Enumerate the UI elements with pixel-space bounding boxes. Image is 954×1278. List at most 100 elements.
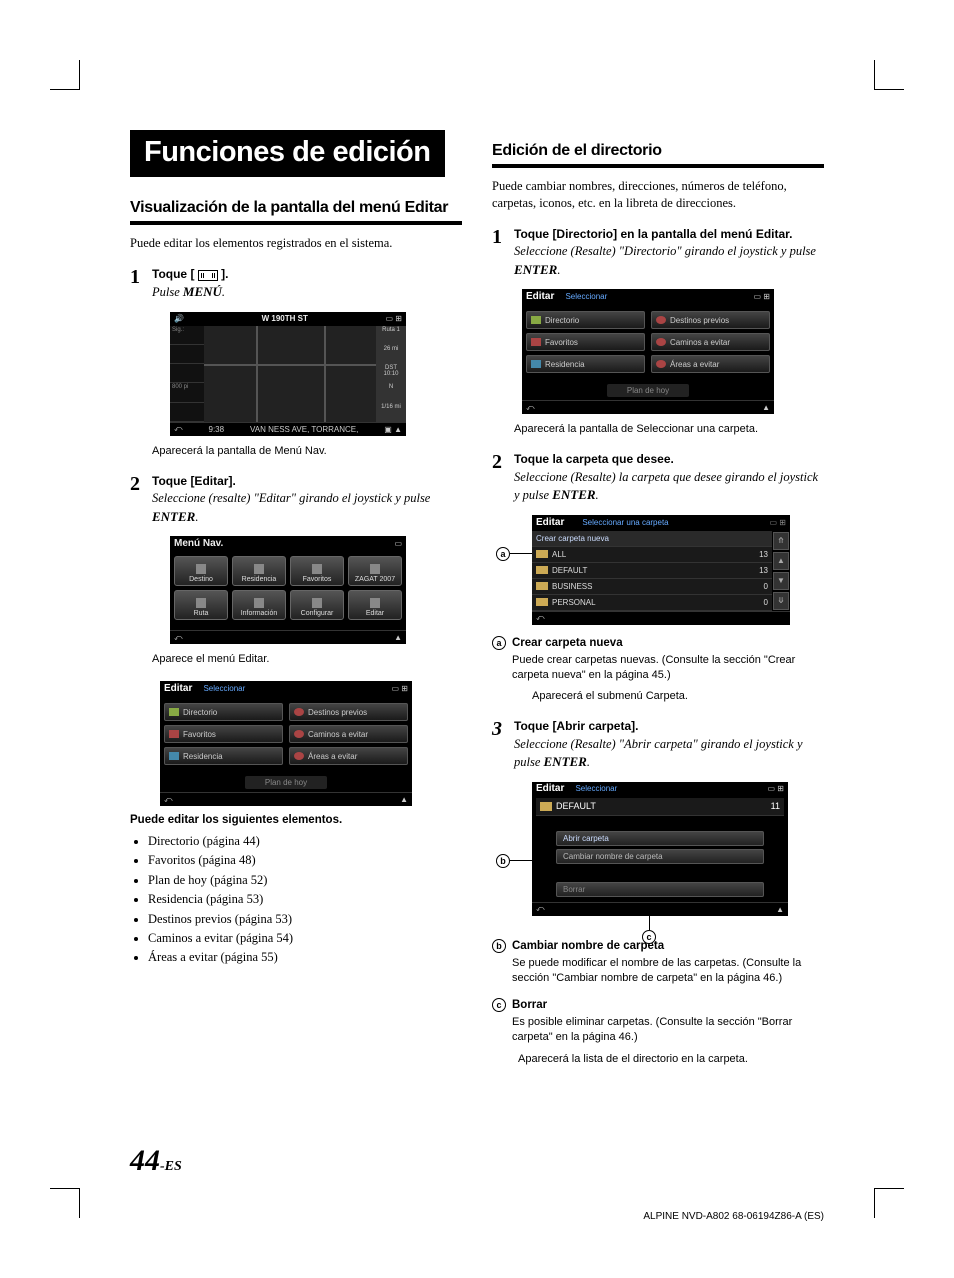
- note-b: b Cambiar nombre de carpetaSe puede modi…: [492, 938, 824, 987]
- list-item: Directorio (página 44): [148, 832, 462, 851]
- caption-last: Aparecerá la lista de el directorio en l…: [518, 1052, 824, 1067]
- caption-2: Aparece el menú Editar.: [152, 652, 462, 667]
- edit-sub: Seleccionar: [565, 292, 607, 301]
- folder-row: BUSINESS0: [532, 579, 772, 595]
- spk-icon: 🔊: [174, 314, 184, 323]
- map-dst: DST 10:10: [376, 364, 406, 383]
- back-icon: ⤺: [536, 904, 545, 914]
- back-icon: ⤺: [536, 613, 545, 623]
- step2-editar: [Editar]: [190, 474, 232, 488]
- folder-title: Editar: [536, 517, 564, 528]
- edit-areas: Áreas a evitar: [289, 747, 408, 765]
- period: .: [596, 488, 599, 502]
- edit-directorio: Directorio: [164, 703, 283, 721]
- folder-row: DEFAULT13: [532, 563, 772, 579]
- marker-a: a: [492, 636, 506, 650]
- marker-b: b: [492, 939, 506, 953]
- step-number: 1: [492, 226, 514, 280]
- page-number: 44-ES: [130, 1144, 182, 1178]
- edit-destinos: Destinos previos: [289, 703, 408, 721]
- crop-mark: [50, 60, 80, 90]
- folder-row: PERSONAL0: [532, 595, 772, 611]
- heading-left: Visualización de la pantalla del menú Ed…: [130, 199, 462, 225]
- up-icon: ▲: [762, 403, 770, 412]
- edit-plan: Plan de hoy: [607, 384, 689, 397]
- sub-title: Editar: [536, 783, 564, 794]
- enter: ENTER: [544, 754, 587, 769]
- enter: ENTER: [152, 509, 195, 524]
- enter: ENTER: [514, 262, 557, 277]
- edit-favoritos: Favoritos: [164, 725, 283, 743]
- list-item: Plan de hoy (página 52): [148, 871, 462, 890]
- map-street: W 190TH ST: [262, 314, 308, 323]
- right-column: Edición de el directorio Puede cambiar n…: [492, 130, 824, 1080]
- opt-cambiar: Cambiar nombre de carpeta: [556, 849, 764, 864]
- note-c-title: Borrar: [512, 997, 824, 1013]
- screenshot-menunav: Menú Nav.▭ Destino Residencia Favoritos …: [170, 536, 462, 644]
- bracket: [: [190, 267, 197, 281]
- edit-directorio: Directorio: [526, 311, 645, 329]
- opt-borrar: Borrar: [556, 882, 764, 897]
- edit-item-list: Directorio (página 44) Favoritos (página…: [148, 832, 462, 968]
- callout-c: c: [642, 916, 656, 944]
- edit-title: Editar: [526, 291, 554, 302]
- icons: ▭ ⊞: [392, 684, 408, 693]
- edit-residencia: Residencia: [164, 747, 283, 765]
- list-heading: Puede editar los siguientes elementos.: [130, 814, 462, 826]
- marker-c: c: [492, 998, 506, 1012]
- up-icon: ▲: [400, 795, 408, 804]
- screenshot-editar: Editar Seleccionar▭ ⊞ Directorio Destino…: [160, 681, 462, 806]
- map-dist: 800 pi: [170, 383, 204, 402]
- map-ruta: Ruta 1: [376, 326, 406, 345]
- menu-destino: Destino: [174, 556, 228, 586]
- back-icon: ⤺: [164, 795, 173, 805]
- note-b-body: Se puede modificar el nombre de las carp…: [512, 957, 801, 984]
- map-addr: VAN NESS AVE, TORRANCE,: [250, 425, 358, 434]
- r1-tail: en la pantalla del menú Editar.: [617, 227, 792, 241]
- screenshot-editar-2: Editar Seleccionar▭ ⊞ Directorio Destino…: [522, 289, 824, 414]
- menu-title: Menú Nav.: [174, 538, 223, 549]
- map-compass: N: [376, 383, 406, 402]
- back-icon: ⤺: [174, 424, 183, 434]
- step-number: 3: [492, 718, 514, 772]
- map-cell: [170, 403, 204, 422]
- left-column: Funciones de edición Visualización de la…: [130, 130, 462, 1080]
- note-c: c BorrarEs posible eliminar carpetas. (C…: [492, 997, 824, 1046]
- edit-sub: Seleccionar: [203, 684, 245, 693]
- opt-abrir: Abrir carpeta: [556, 831, 764, 846]
- list-item: Favoritos (página 48): [148, 851, 462, 870]
- folder-sub: Seleccionar una carpeta: [582, 518, 668, 527]
- intro-right: Puede cambiar nombres, direcciones, núme…: [492, 178, 824, 212]
- period: .: [587, 755, 590, 769]
- sub-sub: Seleccionar: [575, 784, 617, 793]
- period: .: [195, 510, 198, 524]
- caption-1: Aparecerá la pantalla de Menú Nav.: [152, 444, 462, 459]
- step-3-right: 3 Toque [Abrir carpeta]. Seleccione (Res…: [492, 718, 824, 772]
- footer-model: ALPINE NVD-A802 68-06194Z86-A (ES): [643, 1211, 824, 1222]
- edit-caminos: Caminos a evitar: [289, 725, 408, 743]
- edit-areas: Áreas a evitar: [651, 355, 770, 373]
- menu-residencia: Residencia: [232, 556, 286, 586]
- step1-em: Pulse: [152, 285, 183, 299]
- period: .: [557, 263, 560, 277]
- intro-left: Puede editar los elementos registrados e…: [130, 235, 462, 252]
- r2-text: Toque la carpeta que desee.: [514, 452, 674, 466]
- step1-menu: MENÚ: [183, 284, 222, 299]
- period: .: [222, 285, 225, 299]
- crop-mark: [50, 1188, 80, 1218]
- callout-b: b: [496, 854, 550, 868]
- r1-toque: Toque: [514, 227, 552, 241]
- folder-row: ALL13: [532, 547, 772, 563]
- step-1-left: 1 Toque [ ]. Pulse MENÚ.: [130, 266, 462, 302]
- map-scale: 1/16 mi: [376, 403, 406, 422]
- caption-a: Aparecerá el submenú Carpeta.: [532, 689, 824, 704]
- list-item: Áreas a evitar (página 55): [148, 948, 462, 967]
- map-time: 9:38: [209, 425, 225, 434]
- section-banner: Funciones de edición: [130, 130, 445, 177]
- map-mi: 26 mi: [376, 345, 406, 364]
- up-icon: ▲: [776, 905, 784, 914]
- map-left-panel: Sig.: 800 pi: [170, 326, 204, 422]
- back-icon: ⤺: [174, 633, 183, 643]
- step-1-right: 1 Toque [Directorio] en la pantalla del …: [492, 226, 824, 280]
- note-a-body: Puede crear carpetas nuevas. (Consulte l…: [512, 654, 795, 681]
